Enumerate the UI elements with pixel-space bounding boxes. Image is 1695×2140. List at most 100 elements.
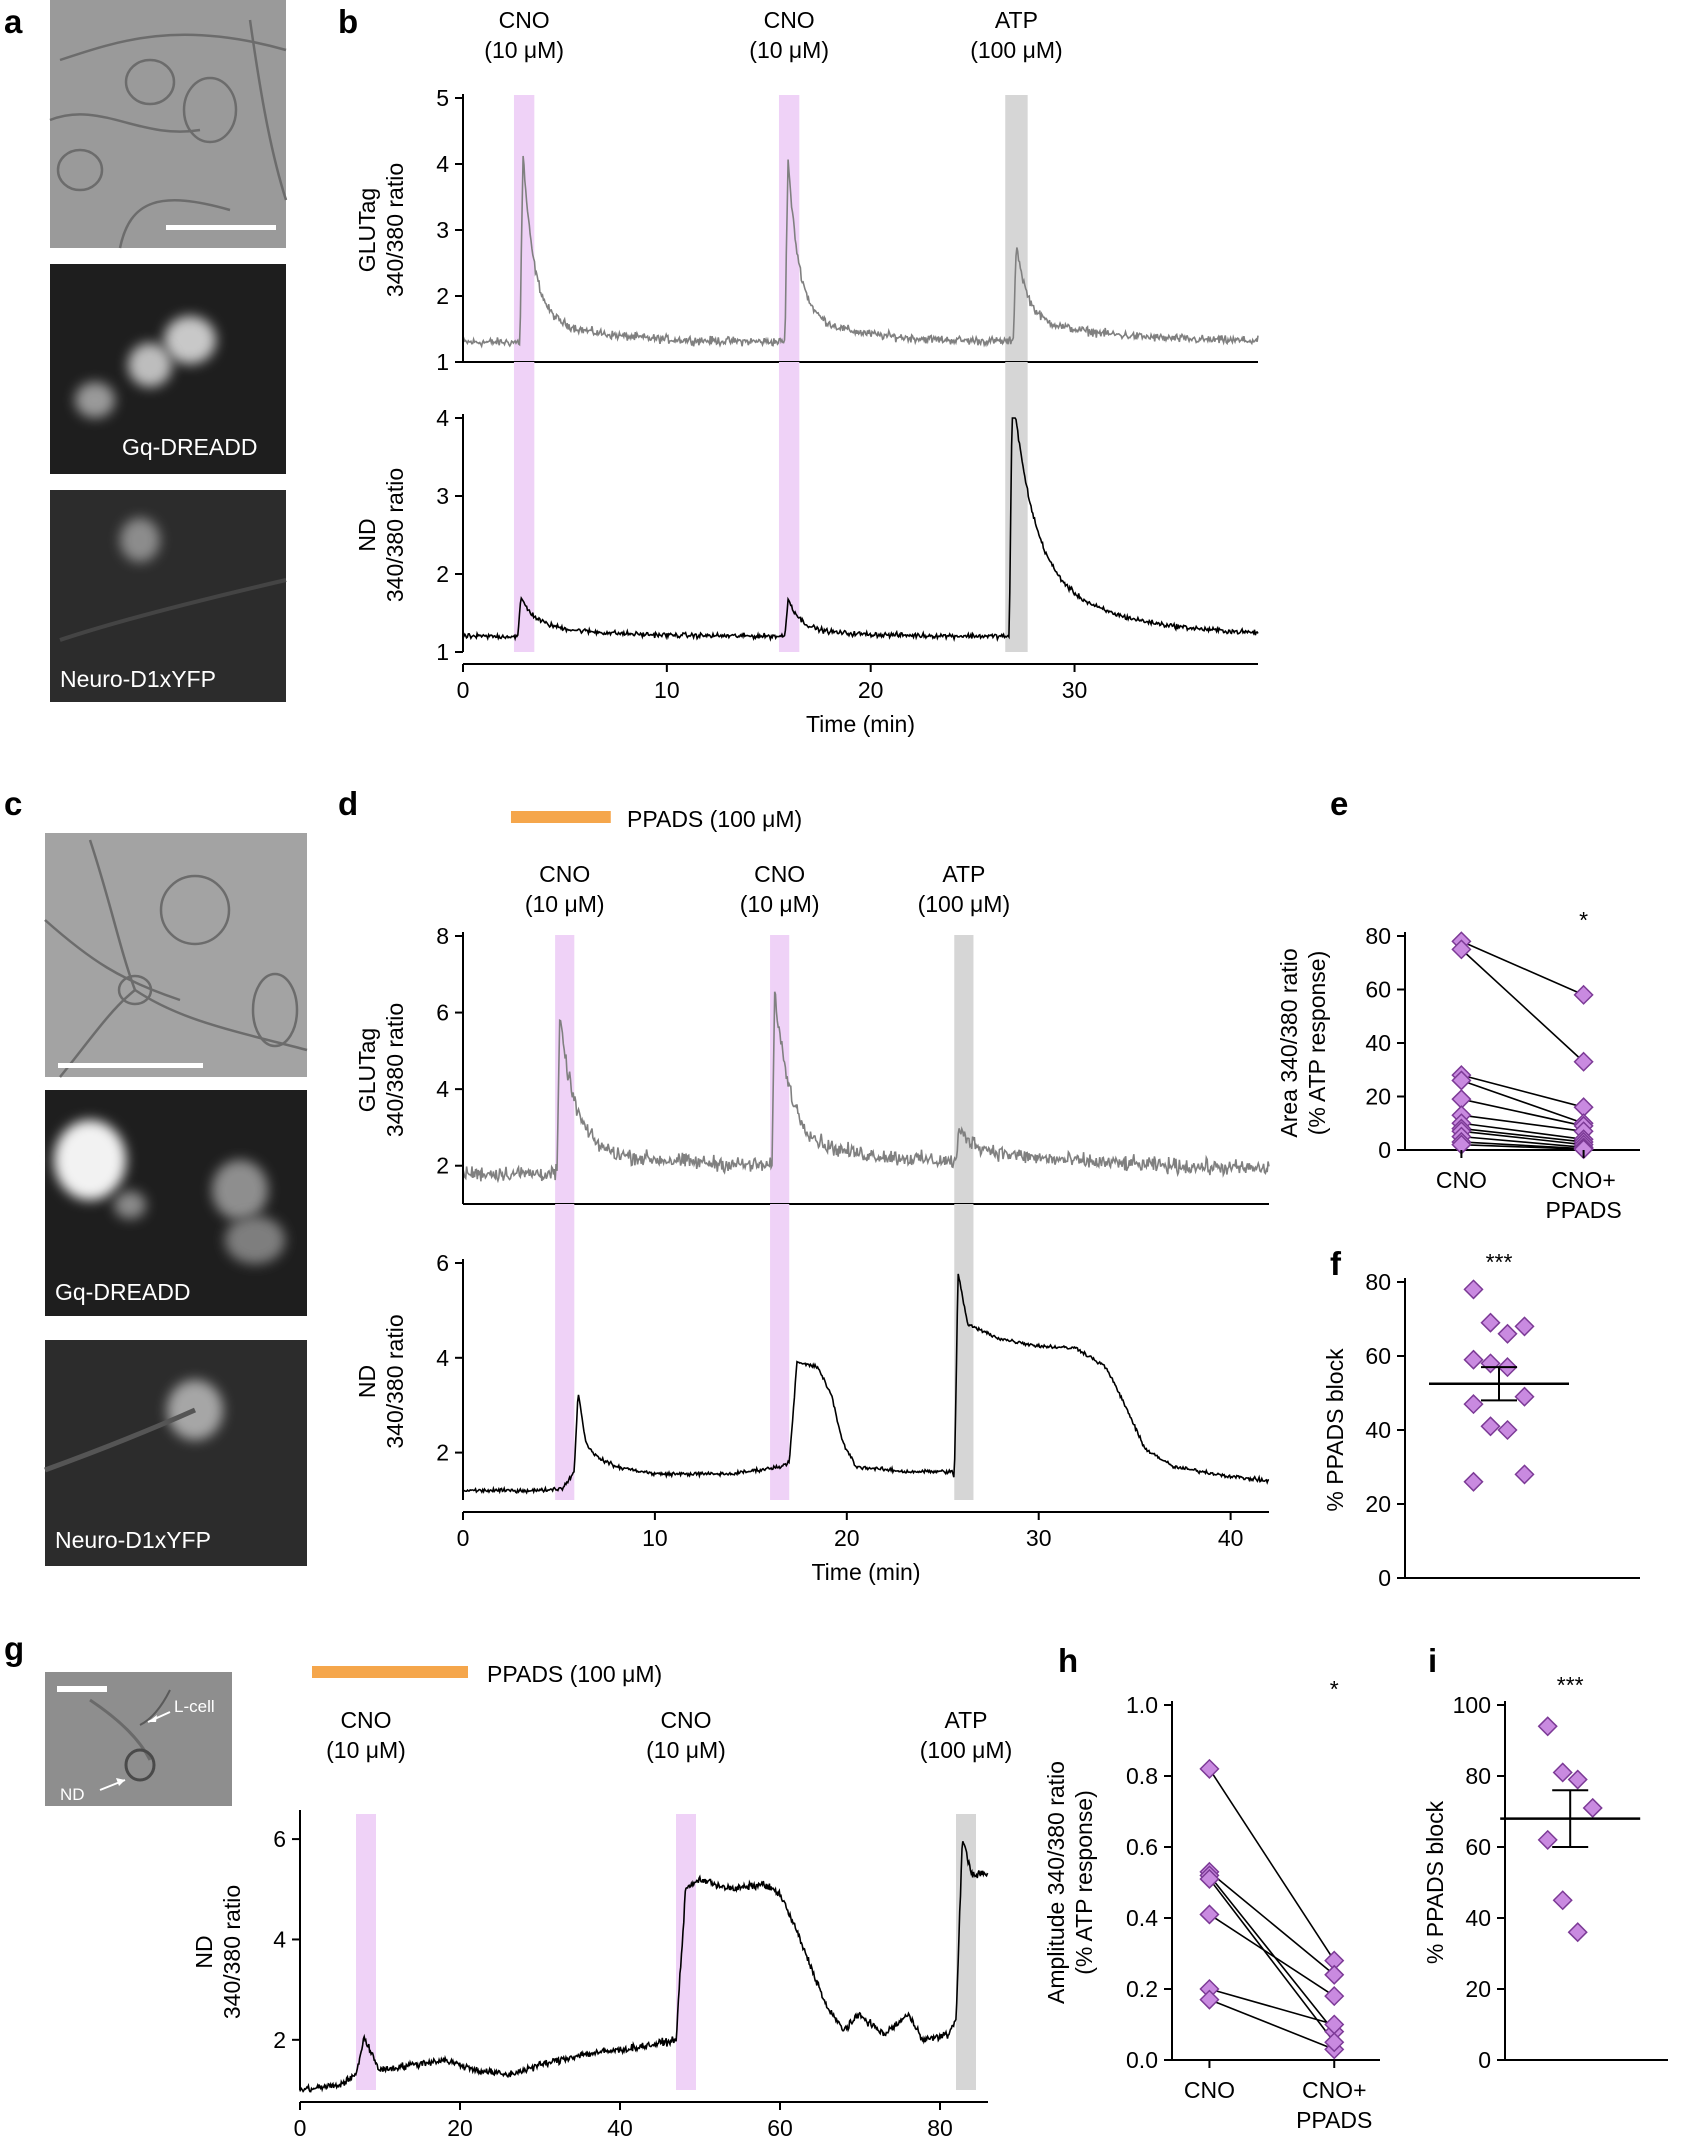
image-c-neuro-d1xyfp: Neuro-D1xYFP (44, 1340, 307, 1566)
e-pair-line (1461, 1114, 1584, 1133)
e-pair-line (1461, 1122, 1584, 1141)
e-chart: 0 20 40 60 80 CNO CNO+ PPADS * Area 340/380 ratio… (1276, 907, 1640, 1223)
e-ytick-label: 0 (1378, 1137, 1391, 1163)
b-nd-ylabel: ND (354, 518, 380, 551)
f-significance: *** (1486, 1249, 1513, 1275)
i-point (1552, 1890, 1573, 1911)
d-glutag-stim-bar-cno (555, 935, 575, 1204)
b-nd-stim-bar-cno (513, 362, 535, 652)
d-nd-ytick-label: 4 (436, 1345, 449, 1371)
panel-label-b: b (338, 3, 358, 40)
e-pair-line (1461, 1143, 1584, 1150)
d-glutag-stim-dose: (10 μM) (525, 891, 605, 917)
b-glutag-trace (462, 155, 1259, 349)
caption-c-neuro-d1xyfp: Neuro-D1xYFP (55, 1527, 211, 1553)
h-point-cno (1199, 1758, 1220, 1779)
i-point (1567, 1922, 1588, 1943)
i-ytick-label: 80 (1465, 1763, 1491, 1789)
b-glutag-ytick-label: 1 (436, 349, 449, 375)
f-point (1514, 1386, 1535, 1407)
b-nd-trace (462, 417, 1259, 643)
h-point-cno-ppads (1324, 1986, 1345, 2007)
panel-label-i: i (1428, 1642, 1437, 1679)
caption-c-gq-dreadd: Gq-DREADD (55, 1279, 190, 1305)
i-point (1537, 1829, 1558, 1850)
e-pair-line (1460, 948, 1585, 1063)
f-point (1480, 1312, 1501, 1333)
b-nd-xtick-label: 20 (858, 677, 884, 703)
h-category-label: CNO+ (1302, 2077, 1367, 2103)
image-c-brightfield (44, 833, 308, 1078)
h-point-cno-ppads (1324, 1964, 1345, 1985)
b-glutag-chart: CNO (10 μM) CNO (10 μM) ATP (100 μM) 1 2 3 4 5 GLUT… (354, 7, 1259, 375)
e-pair-line (1461, 940, 1584, 996)
g-nd-stim-dose: (10 μM) (326, 1737, 406, 1763)
g-nd-xtick-label: 60 (767, 2115, 793, 2140)
b-glutag-ylabel: 340/380 ratio (382, 163, 408, 297)
d-nd-stim-bar-cno (770, 1204, 790, 1500)
f-ytick-label: 40 (1365, 1417, 1391, 1443)
f-point (1514, 1464, 1535, 1485)
g-nd-stim-dose: (100 μM) (920, 1737, 1013, 1763)
e-category-label: PPADS (1545, 1197, 1621, 1223)
e-pair-line (1461, 1127, 1584, 1143)
b-nd-chart: 1 2 3 4 ND 340/380 ratio 0 10 20 30 Time (min) (354, 362, 1259, 737)
f-point (1497, 1419, 1518, 1441)
i-ytick-label: 100 (1453, 1692, 1491, 1718)
h-ytick-label: 0.2 (1126, 1976, 1158, 2002)
e-category-label: CNO+ (1551, 1167, 1616, 1193)
d-glutag-ytick-label: 8 (436, 923, 449, 949)
g-nd-stim-name: CNO (660, 1707, 711, 1733)
b-nd-xlabel: Time (min) (806, 711, 915, 737)
b-nd-stim-bar-cno (778, 362, 800, 652)
d-nd-xtick-label: 0 (457, 1525, 470, 1551)
h-pair-line (1209, 1988, 1335, 2026)
f-point (1463, 1471, 1484, 1492)
h-pair-line (1208, 1874, 1335, 2033)
e-significance: * (1579, 907, 1588, 933)
e-ylabel: (% ATP response) (1304, 951, 1330, 1136)
f-ytick-label: 20 (1365, 1491, 1391, 1517)
h-ylabel: (% ATP response) (1071, 1790, 1097, 1975)
b-nd-xtick-label: 30 (1062, 677, 1088, 703)
panel-label-d: d (338, 785, 358, 822)
g-nd-stim-bar-cno (356, 1814, 376, 2090)
d-glutag-ytick-label: 4 (436, 1076, 449, 1102)
h-point-cno (1199, 1989, 1220, 2010)
e-ytick-label: 40 (1365, 1030, 1391, 1056)
e-pair-line (1461, 1141, 1584, 1150)
d-glutag-trace (462, 991, 1270, 1184)
h-ytick-label: 1.0 (1126, 1692, 1158, 1718)
g-nd-xtick-label: 0 (294, 2115, 307, 2140)
h-point-cno (1199, 1868, 1220, 1890)
e-point-cno-ppads (1573, 1051, 1594, 1072)
d-glutag-stim-name: CNO (754, 861, 805, 887)
f-point (1497, 1323, 1518, 1344)
e-point-cno (1451, 939, 1472, 960)
i-ytick-label: 0 (1478, 2047, 1491, 2073)
caption-a-neuro-d1xyfp: Neuro-D1xYFP (60, 666, 216, 692)
d-nd-xlabel: Time (min) (811, 1559, 920, 1585)
h-category-label: PPADS (1296, 2107, 1372, 2133)
b-glutag-ytick-label: 3 (436, 217, 449, 243)
h-point-cno-ppads (1324, 2032, 1345, 2053)
ppads-label-g: PPADS (100 μM) (487, 1661, 662, 1687)
b-nd-xtick-label: 0 (457, 677, 470, 703)
b-nd-xtick-label: 10 (654, 677, 680, 703)
d-nd-ytick-label: 6 (436, 1250, 449, 1276)
f-point (1480, 1416, 1501, 1437)
g-nd-stim-name: CNO (340, 1707, 391, 1733)
g-nd-ylabel: ND (191, 1935, 217, 1968)
h-chart: 0.0 0.2 0.4 0.6 0.8 1.0 CNO CNO+ PPADS * Amplitude… (1043, 1676, 1380, 2133)
g-nd-xtick-label: 40 (607, 2115, 633, 2140)
g-nd-trace (299, 1841, 989, 2093)
g-nd-ylabel: 340/380 ratio (219, 1885, 245, 2019)
h-pair-line (1209, 1913, 1335, 1997)
d-nd-xtick-label: 10 (642, 1525, 668, 1551)
i-ytick-label: 60 (1465, 1834, 1491, 1860)
d-nd-stim-bar-cno (555, 1204, 575, 1500)
b-glutag-stim-bar-cno (513, 95, 535, 362)
h-ylabel: Amplitude 340/380 ratio (1043, 1761, 1069, 2004)
b-nd-ytick-label: 1 (436, 639, 449, 665)
